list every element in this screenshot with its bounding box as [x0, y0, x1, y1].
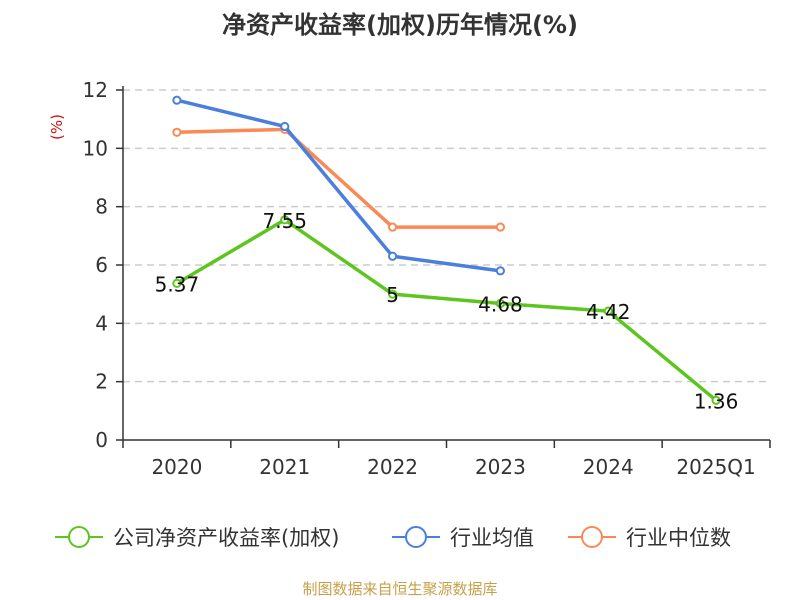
data-point: [495, 266, 506, 276]
source-note: 制图数据来自恒生聚源数据库: [302, 580, 497, 598]
data-point: [172, 278, 182, 288]
data-point: [711, 395, 721, 405]
data-point: [280, 121, 290, 132]
data-point: [495, 298, 506, 309]
chart-title: 净资产收益率(加权)历年情况(%): [222, 11, 578, 39]
legend: 公司净资产收益率(加权) 行业均值 行业中位数: [55, 526, 731, 550]
x-tick-label: 2021: [259, 455, 310, 479]
data-point: [495, 222, 506, 232]
axes: 0 2 4 6 8 10 12 2020 2021 2022 2023 2024 2025Q1: [83, 78, 771, 479]
y-tick-label: 8: [95, 195, 108, 219]
y-tick-label: 0: [95, 428, 108, 452]
data-point: [603, 306, 613, 316]
y-axis-label: (%): [48, 114, 66, 140]
x-tick-label: 2024: [583, 455, 634, 479]
x-tick-label: 2020: [151, 455, 202, 479]
data-label: 4.68: [478, 293, 523, 317]
legend-label: 行业中位数: [626, 526, 731, 550]
data-point: [280, 215, 290, 225]
series-line: [176, 98, 501, 273]
legend-marker: [581, 526, 603, 548]
y-tick-label: 4: [95, 311, 108, 335]
x-tick-label: 2023: [475, 455, 526, 479]
data-point: [387, 251, 398, 261]
data-point: [172, 127, 182, 137]
data-labels: 5.37 7.55 5 4.68 4.42 1.36: [155, 209, 739, 414]
data-label: 1.36: [694, 389, 739, 413]
x-tick-label: 2022: [367, 455, 418, 479]
y-tick-label: 2: [95, 370, 108, 394]
y-tick-label: 10: [83, 136, 108, 160]
legend-label: 行业均值: [450, 526, 534, 550]
legend-label: 公司净资产收益率(加权): [113, 526, 339, 550]
x-tick-label: 2025Q1: [676, 455, 755, 479]
data-point: [172, 95, 182, 105]
series-line: [176, 218, 718, 402]
data-label: 4.42: [586, 300, 631, 324]
y-tick-label: 12: [83, 78, 108, 102]
series-line: [176, 127, 501, 229]
data-point: [387, 289, 398, 299]
data-label: 5.37: [155, 272, 200, 296]
data-point: [387, 222, 398, 232]
legend-marker: [405, 526, 427, 548]
data-label: 7.55: [262, 209, 307, 233]
legend-marker: [68, 526, 90, 548]
y-tick-label: 6: [95, 253, 108, 277]
data-label: 5: [386, 283, 399, 307]
series-group: [172, 95, 721, 405]
gridlines: [123, 89, 770, 383]
